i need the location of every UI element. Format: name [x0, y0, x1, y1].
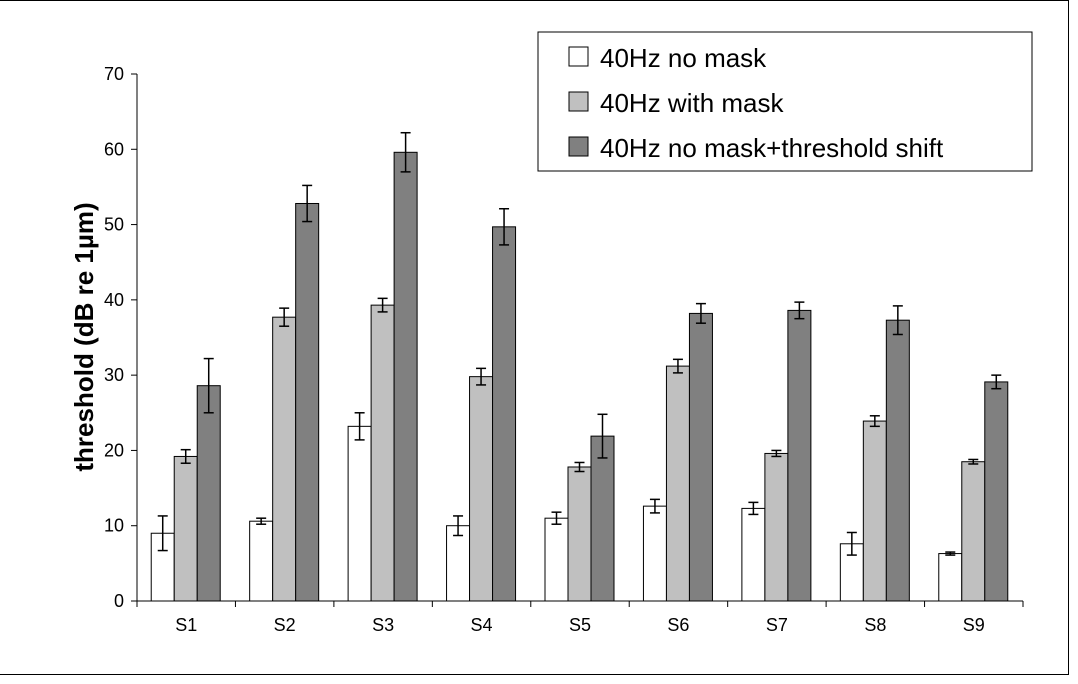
bar — [196, 385, 221, 602]
bar — [885, 319, 910, 602]
bar — [446, 525, 471, 602]
bar — [590, 435, 615, 602]
bar — [665, 365, 690, 602]
bar — [764, 452, 789, 602]
legend-label: 40Hz no mask+threshold shift — [600, 133, 944, 163]
bar — [249, 520, 274, 602]
bar — [295, 202, 320, 602]
y-tick-label: 0 — [114, 591, 124, 611]
x-tick-label: S5 — [569, 615, 591, 635]
y-tick-label: 10 — [104, 516, 124, 536]
bar — [469, 376, 494, 602]
bar — [862, 420, 887, 602]
x-tick-label: S8 — [864, 615, 886, 635]
bar — [741, 507, 766, 602]
bar — [938, 553, 963, 602]
y-tick-label: 20 — [104, 440, 124, 460]
y-tick-label: 70 — [104, 64, 124, 84]
bars — [150, 131, 1009, 602]
legend-swatch — [568, 136, 589, 157]
chart-frame: 0 10 20 30 40 50 60 70 S1 S2 S3 S4 S5 S6 S7 S8 S9 thres… — [0, 0, 1069, 675]
y-tick-label: 60 — [104, 139, 124, 159]
y-tick-label: 50 — [104, 215, 124, 235]
legend-label: 40Hz no mask — [600, 43, 767, 73]
legend: 40Hz no mask 40Hz with mask 40Hz no mask+t… — [537, 31, 1033, 172]
bar — [370, 304, 395, 602]
legend-swatch — [568, 46, 589, 67]
bar — [347, 425, 372, 602]
x-axis: S1 S2 S3 S4 S5 S6 S7 S8 S9 — [136, 600, 1024, 635]
bar — [787, 309, 812, 602]
x-tick-label: S7 — [766, 615, 788, 635]
bar — [688, 312, 713, 602]
bar — [173, 455, 198, 602]
bar — [492, 226, 517, 602]
bar — [393, 151, 418, 602]
legend-swatch — [568, 91, 589, 112]
y-tick-label: 40 — [104, 290, 124, 310]
y-axis: 0 10 20 30 40 50 60 70 — [104, 64, 138, 611]
legend-label: 40Hz with mask — [600, 88, 784, 118]
x-tick-label: S9 — [963, 615, 985, 635]
x-tick-label: S4 — [471, 615, 493, 635]
x-tick-label: S3 — [372, 615, 394, 635]
bar — [961, 461, 986, 602]
bar — [642, 505, 667, 602]
legend-box — [537, 31, 1033, 172]
x-tick-label: S2 — [274, 615, 296, 635]
x-tick-label: S1 — [175, 615, 197, 635]
bar — [544, 517, 569, 602]
y-axis-title: threshold (dB re 1µm) — [69, 202, 99, 471]
y-tick-label: 30 — [104, 365, 124, 385]
bar — [567, 466, 592, 602]
bar — [984, 381, 1009, 602]
x-tick-label: S6 — [667, 615, 689, 635]
bar — [272, 316, 297, 602]
